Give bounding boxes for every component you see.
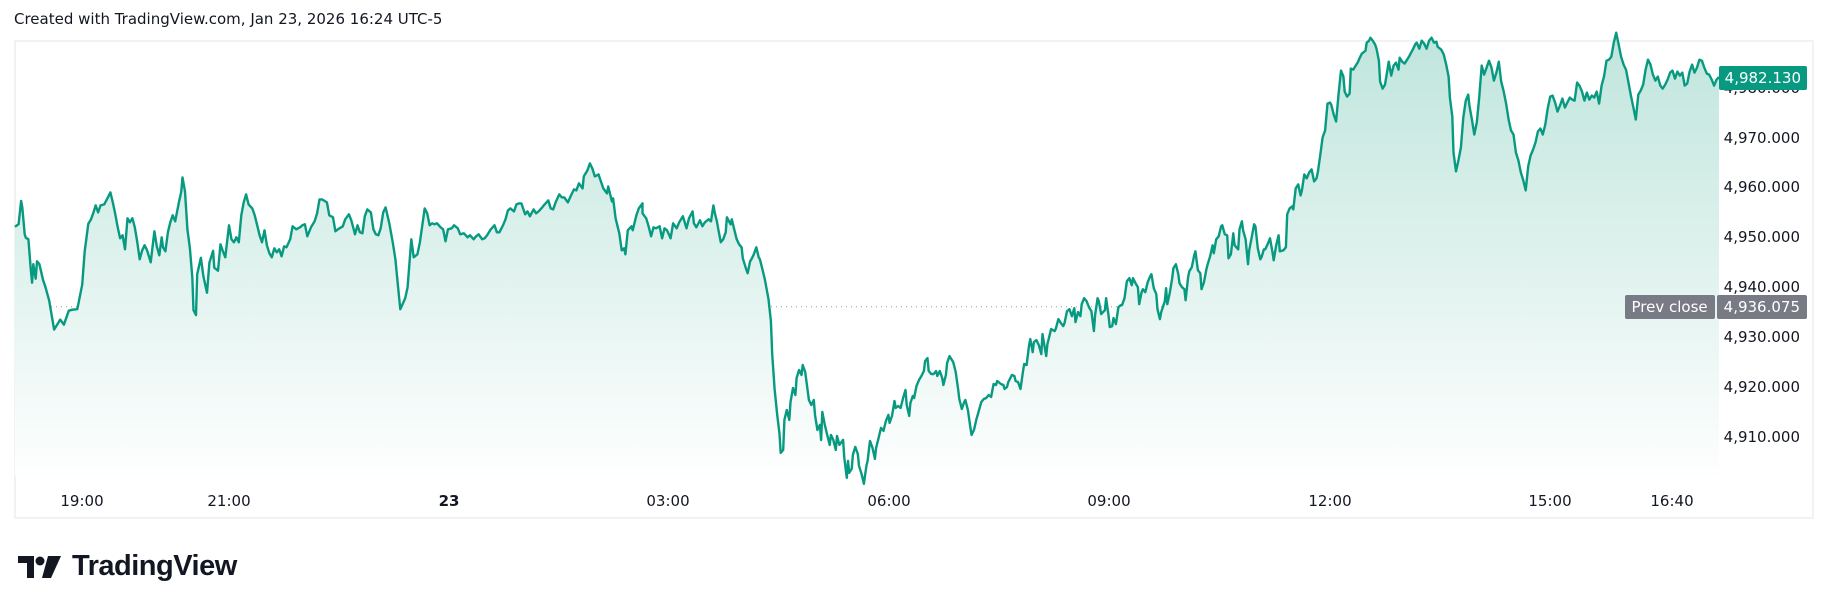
tradingview-logo[interactable]: TradingView [18, 550, 237, 583]
price-axis-label: 4,960.000 [1723, 178, 1800, 196]
time-axis-label: 09:00 [1087, 492, 1131, 510]
price-axis-label-hidden: 4,980.000 [1724, 88, 1800, 97]
time-axis-label: 21:00 [207, 492, 251, 510]
price-axis-label: 4,950.000 [1723, 228, 1800, 246]
price-axis-label: 4,970.000 [1723, 129, 1800, 147]
price-area-fill [14, 32, 1719, 484]
price-axis-label: 4,930.000 [1723, 328, 1800, 346]
time-axis-label: 06:00 [867, 492, 911, 510]
prev-close-label: Prev close [1624, 295, 1715, 319]
time-axis-label: 15:00 [1528, 492, 1572, 510]
price-axis-label: 4,910.000 [1723, 428, 1800, 446]
prev-close-value: 4,936.075 [1716, 295, 1807, 319]
price-axis-label: 4,920.000 [1723, 378, 1800, 396]
tradingview-logo-icon [18, 555, 61, 578]
tradingview-logo-text: TradingView [72, 550, 237, 582]
price-line [14, 31, 1720, 485]
last-price-badge: 4,982.130 [1718, 66, 1807, 90]
time-axis-label: 03:00 [646, 492, 690, 510]
time-axis-label-day: 23 [438, 492, 460, 510]
chart-caption: Created with TradingView.com, Jan 23, 20… [14, 10, 443, 28]
time-axis-label: 19:00 [60, 492, 104, 510]
time-axis-label: 12:00 [1308, 492, 1352, 510]
time-axis-label: 16:40 [1650, 492, 1694, 510]
prev-close-marker: Prev close 4,936.075 [1624, 295, 1807, 319]
price-axis-label: 4,940.000 [1723, 278, 1800, 296]
